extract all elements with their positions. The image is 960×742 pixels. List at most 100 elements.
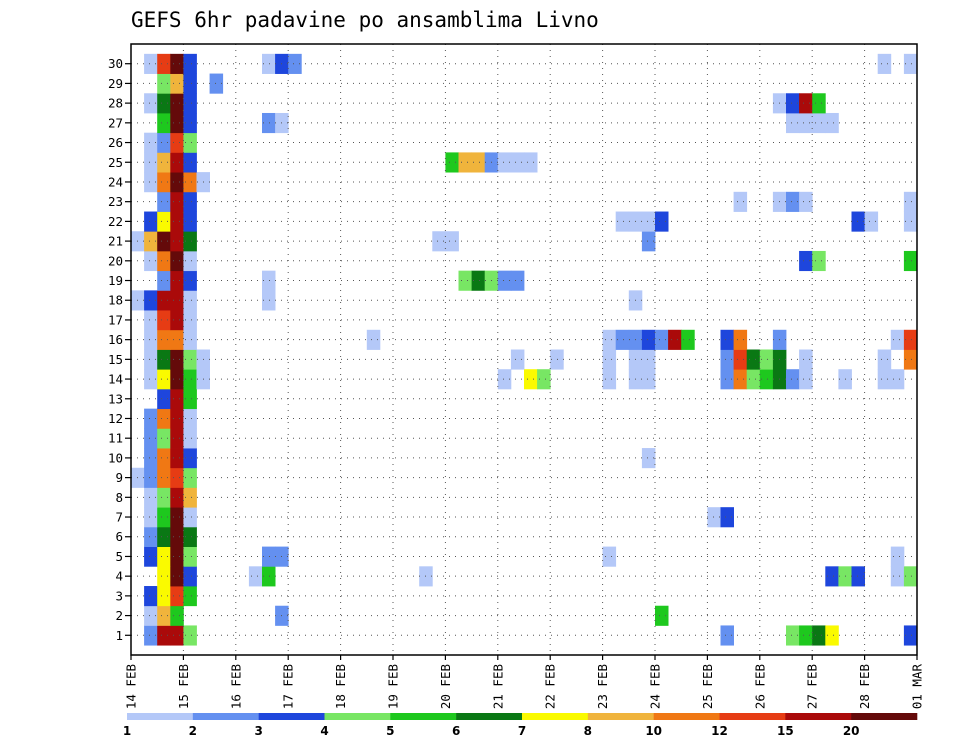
heatmap-cell: [157, 132, 171, 153]
heatmap-cell: [655, 329, 669, 350]
heatmap-cell: [799, 112, 813, 134]
heatmap-cell: [183, 448, 197, 469]
heatmap-cell: [157, 467, 171, 488]
heatmap-cell: [157, 586, 171, 607]
y-tick-label: 19: [108, 273, 123, 288]
heatmap-cell: [170, 270, 184, 291]
heatmap-cell: [668, 329, 682, 350]
heatmap-cell: [497, 270, 512, 291]
heatmap-cell: [877, 53, 892, 74]
heatmap-cell: [144, 211, 158, 232]
colorbar-label: 1: [123, 724, 131, 738]
heatmap-cell: [759, 349, 774, 370]
y-tick-label: 30: [108, 56, 123, 71]
heatmap-cell: [602, 349, 617, 370]
heatmap-cell: [890, 546, 905, 567]
heatmap-cell: [157, 388, 171, 410]
heatmap-cell: [890, 566, 905, 587]
chart-title: GEFS 6hr padavine po ansamblima Livno: [131, 8, 599, 32]
heatmap-cell: [144, 625, 158, 646]
heatmap-cell: [170, 388, 184, 410]
heatmap-cell: [890, 369, 905, 390]
heatmap-cell: [366, 329, 381, 350]
heatmap-cell: [170, 625, 184, 646]
heatmap-cell: [720, 625, 734, 646]
y-tick-label: 27: [108, 115, 123, 130]
colorbar-label: 6: [452, 724, 460, 738]
colorbar-legend: 1 2 3 4 5 6 7 8 10 12 15 20: [123, 713, 918, 738]
heatmap-cell: [786, 191, 800, 212]
heatmap-cell: [602, 546, 617, 567]
heatmap-cell: [144, 250, 158, 272]
heatmap-cell: [733, 329, 748, 350]
x-tick-label: 24 FEB: [648, 664, 663, 709]
heatmap-cell: [733, 369, 748, 390]
heatmap-cell: [157, 112, 171, 134]
heatmap-cell: [733, 349, 748, 370]
heatmap-cell: [157, 408, 171, 429]
heatmap-cell: [799, 625, 813, 646]
colorbar-label: 4: [320, 724, 328, 738]
heatmap-cell: [799, 191, 813, 212]
colorbar-label: 10: [645, 724, 662, 738]
heatmap-cell: [510, 349, 525, 370]
heatmap-cell: [903, 349, 918, 370]
heatmap-cell: [144, 290, 158, 311]
heatmap-cell: [170, 93, 184, 114]
y-tick-label: 9: [115, 470, 123, 485]
heatmap-cell: [144, 53, 158, 74]
heatmap-cell: [144, 467, 158, 488]
heatmap-cell: [655, 605, 669, 626]
heatmap-cell: [183, 408, 197, 429]
y-tick-label: 16: [108, 332, 123, 347]
heatmap-cell: [170, 231, 184, 252]
heatmap-cell: [170, 329, 184, 350]
heatmap-cell: [641, 211, 656, 232]
heatmap-cell: [157, 310, 171, 331]
heatmap-cell: [209, 73, 224, 94]
dotted-grid: [131, 44, 917, 655]
heatmap-cell: [903, 329, 918, 350]
heatmap-cell: [157, 191, 171, 212]
heatmap-cell: [903, 191, 918, 212]
heatmap-cell: [786, 93, 800, 114]
heatmap-cell: [655, 211, 669, 232]
heatmap-cell: [170, 467, 184, 488]
y-tick-label: 22: [108, 214, 123, 229]
x-tick-label: 19 FEB: [386, 664, 401, 709]
x-tick-label: 14 FEB: [124, 664, 139, 709]
heatmap-cell: [183, 546, 197, 567]
heatmap-cell: [262, 53, 276, 74]
x-tick-label: 16 FEB: [228, 664, 243, 709]
heatmap-cell: [786, 625, 800, 646]
colorbar-segment: [851, 713, 918, 720]
heatmap-cell: [170, 408, 184, 429]
y-tick-label: 15: [108, 352, 123, 367]
heatmap-cell: [170, 211, 184, 232]
heatmap-cell: [615, 329, 630, 350]
heatmap-cell: [707, 507, 721, 528]
heatmap-cell: [170, 428, 184, 449]
x-tick-label: 01 MAR: [910, 664, 925, 710]
heatmap-cell: [262, 290, 276, 311]
y-tick-label: 3: [115, 588, 123, 603]
heatmap-cell: [183, 93, 197, 114]
heatmap-cell: [733, 191, 748, 212]
y-tick-label: 28: [108, 96, 123, 111]
heatmap-cell: [144, 428, 158, 449]
y-tick-label: 18: [108, 293, 123, 308]
heatmap-cell: [812, 112, 826, 134]
heatmap-cell: [157, 231, 171, 252]
heatmap-cell: [144, 448, 158, 469]
y-tick-label: 13: [108, 391, 123, 406]
y-tick-label: 29: [108, 76, 123, 91]
heatmap-cell: [170, 172, 184, 193]
heatmap-cell: [183, 625, 197, 646]
heatmap-cell: [262, 112, 276, 134]
heatmap-cell: [812, 625, 826, 646]
heatmap-cell: [144, 329, 158, 350]
heatmap-cell: [183, 231, 197, 252]
heatmap-cell: [641, 329, 656, 350]
heatmap-cell: [144, 172, 158, 193]
